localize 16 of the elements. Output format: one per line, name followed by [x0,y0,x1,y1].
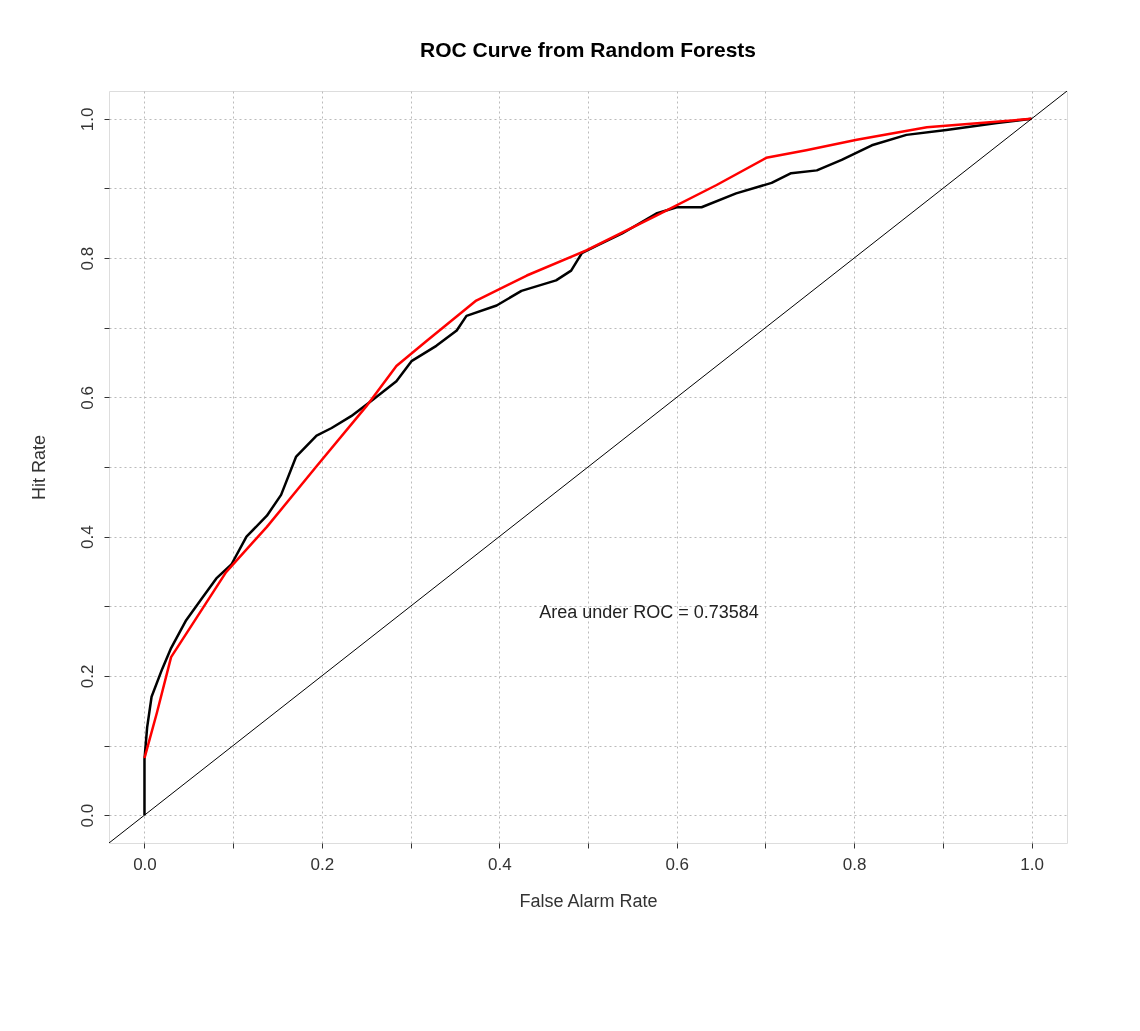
x-tick-label: 0.4 [487,854,512,874]
x-tick-label: 0.2 [310,854,335,874]
x-tick-label: 0.8 [842,854,867,874]
y-tick-label: 0.4 [77,525,97,549]
x-tick-label: 0.6 [665,854,690,874]
x-axis-title: False Alarm Rate [519,890,658,911]
chart-title: ROC Curve from Random Forests [419,38,757,61]
y-tick-label: 0.0 [77,803,97,828]
y-tick-label: 1.0 [77,107,97,132]
y-tick-label: 0.2 [77,664,97,689]
y-axis-title: Hit Rate [28,434,49,501]
x-tick-label: 0.0 [133,854,157,874]
x-tick-label: 1.0 [1020,854,1044,874]
y-tick-label: 0.6 [77,386,97,410]
y-tick-label: 0.8 [77,246,97,271]
annotation: Area under ROC = 0.73584 [539,602,759,622]
